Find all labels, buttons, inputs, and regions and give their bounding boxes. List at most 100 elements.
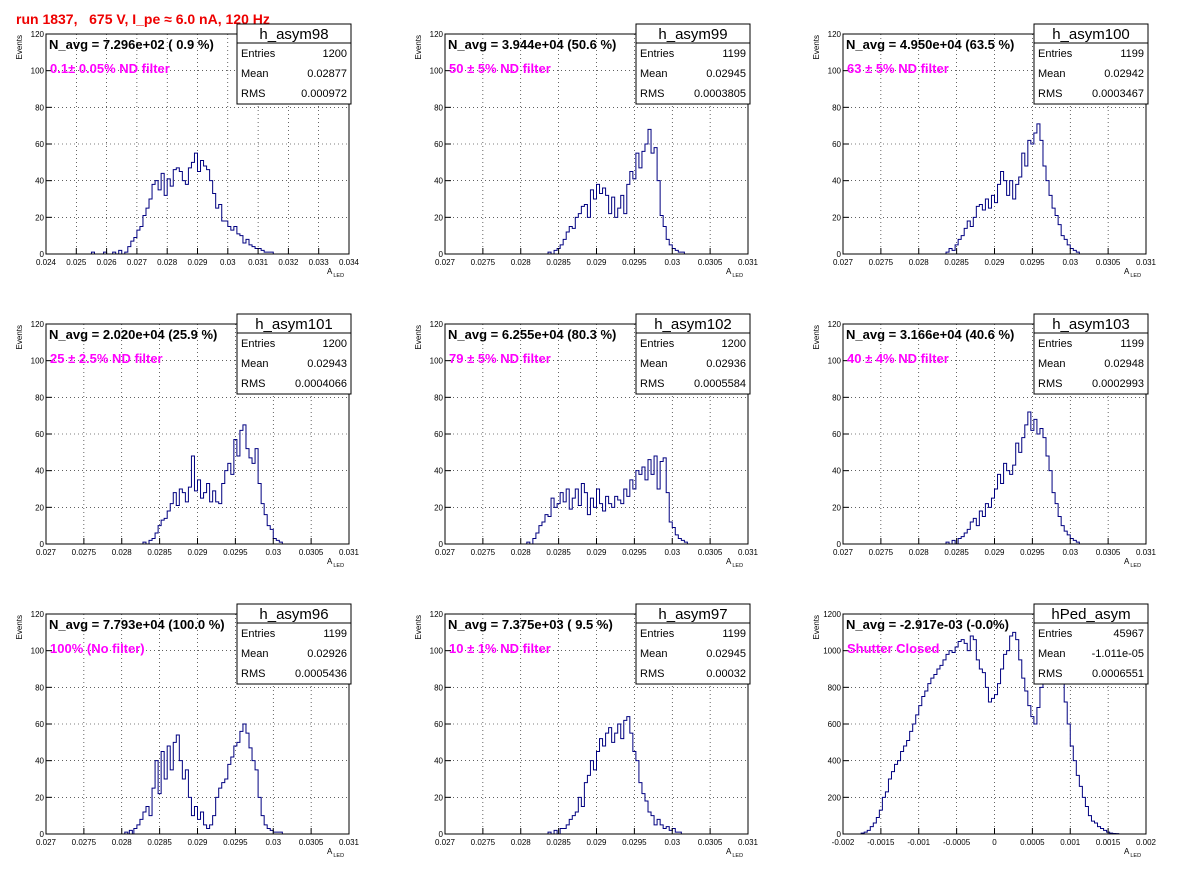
histogram-bin	[191, 162, 194, 254]
histogram-bin	[645, 144, 648, 254]
x-tick-label: 0.027	[833, 548, 854, 557]
x-tick-label: 0.029	[586, 548, 607, 557]
stat-label: RMS	[1038, 668, 1062, 680]
histogram-name: h_asym102	[654, 316, 732, 333]
y-tick-label: 120	[828, 320, 842, 329]
stat-value: 1199	[323, 628, 347, 640]
histogram-bin	[548, 517, 551, 545]
x-tick-label: 0.0295	[1020, 548, 1045, 557]
histogram-bin	[651, 474, 654, 544]
x-axis-label: ALED	[1124, 557, 1141, 569]
histogram-name: h_asym100	[1052, 26, 1130, 43]
x-axis-label-main: A	[327, 267, 333, 276]
histogram-bin	[237, 742, 240, 834]
y-tick-label: 600	[828, 720, 842, 729]
histogram-bin	[155, 181, 158, 254]
histogram-bin	[179, 172, 182, 255]
histogram-bin	[207, 829, 210, 835]
histogram-bin	[913, 724, 916, 834]
histogram-bin	[928, 684, 931, 834]
histogram-bin	[1037, 434, 1040, 544]
stat-label: Entries	[1038, 338, 1073, 350]
y-tick-label: 60	[832, 140, 841, 149]
histogram-bin	[1031, 144, 1034, 254]
histogram-bin	[164, 518, 167, 544]
histogram-series	[125, 724, 283, 834]
y-tick-label: 60	[832, 430, 841, 439]
x-axis-label-main: A	[327, 847, 333, 856]
histogram-bin	[618, 724, 621, 834]
y-tick-label: 60	[35, 720, 44, 729]
histogram-bin	[976, 660, 979, 834]
histogram-bin	[1028, 706, 1031, 834]
histogram-bin	[624, 214, 627, 254]
histogram-outline	[143, 425, 282, 544]
x-tick-label: 0.031	[339, 548, 360, 557]
x-axis-label-subscript: LED	[1130, 563, 1141, 569]
histogram-outline	[946, 124, 1079, 254]
histogram-bin	[1040, 429, 1043, 545]
stat-value: 0.02943	[307, 358, 347, 370]
stat-value: 0.0003805	[694, 88, 746, 100]
histogram-bin	[1034, 419, 1037, 544]
histogram-bin	[587, 775, 590, 834]
histogram-bin	[231, 757, 234, 834]
histogram-bin	[243, 724, 246, 834]
y-tick-label: 80	[35, 393, 44, 402]
y-tick-label: 120	[31, 610, 45, 619]
x-tick-label: 0.031	[1136, 258, 1157, 267]
x-axis-label: ALED	[726, 847, 743, 859]
y-tick-label: 120	[828, 30, 842, 39]
histogram-bin	[231, 230, 234, 254]
x-tick-label: 0.0285	[944, 548, 969, 557]
navg-label: N_avg = 7.375e+03 ( 9.5 %)	[448, 617, 613, 632]
x-tick-label: 0.0275	[471, 838, 496, 847]
x-tick-label: 0.0305	[698, 838, 723, 847]
x-tick-label: 0.025	[66, 258, 87, 267]
histogram-bin	[198, 172, 201, 255]
x-tick-label: 0.027	[435, 258, 456, 267]
histogram-outline	[91, 153, 273, 254]
stat-label: Mean	[1038, 358, 1066, 370]
histogram-bin	[904, 746, 907, 834]
stat-value: 1199	[722, 628, 746, 640]
x-tick-label: 0.0285	[546, 838, 571, 847]
filter-annotation: 40 ± 4% ND filter	[847, 351, 949, 366]
y-tick-label: 40	[434, 757, 443, 766]
x-axis-label-main: A	[726, 557, 732, 566]
x-axis-label-main: A	[1124, 557, 1130, 566]
x-tick-label: 0.028	[511, 258, 532, 267]
histogram-bin	[228, 463, 231, 544]
histogram-bin	[1019, 177, 1022, 254]
stat-value: 1199	[1120, 338, 1144, 350]
stat-label: Mean	[241, 68, 269, 80]
histogram-bin	[222, 783, 225, 834]
stat-label: Entries	[640, 338, 675, 350]
filter-annotation: 0.1± 0.05% ND filter	[50, 61, 170, 76]
histogram-bin	[609, 214, 612, 254]
x-axis-label-main: A	[1124, 847, 1130, 856]
x-tick-label: 0.0295	[223, 548, 248, 557]
histogram-bin	[982, 517, 985, 545]
y-tick-label: 40	[434, 177, 443, 186]
x-tick-label: 0	[992, 838, 997, 847]
y-tick-label: 0	[40, 830, 45, 839]
x-tick-label: 0.031	[738, 838, 759, 847]
x-tick-label: 0.026	[97, 258, 118, 267]
y-tick-label: 800	[828, 683, 842, 692]
histogram-bin	[621, 504, 624, 544]
x-axis-label: ALED	[327, 557, 344, 569]
histogram-bin	[901, 752, 904, 835]
stat-label: Mean	[1038, 648, 1066, 660]
x-tick-label: 0.0295	[622, 258, 647, 267]
histogram-bin	[988, 208, 991, 254]
histogram-bin	[578, 214, 581, 254]
y-tick-label: 60	[434, 430, 443, 439]
